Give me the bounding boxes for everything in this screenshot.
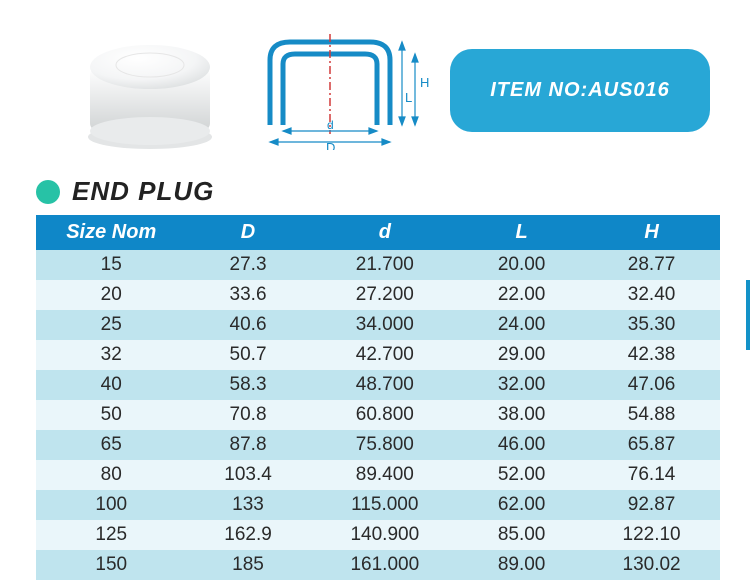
table-header-cell: d [310,215,460,250]
table-cell: 122.10 [583,520,720,550]
table-cell: 70.8 [186,400,309,430]
table-cell: 27.200 [310,280,460,310]
table-cell: 42.38 [583,340,720,370]
table-row: 1527.321.70020.0028.77 [36,250,720,280]
diagram-label-D: D [326,140,335,150]
diagram-label-L: L [405,90,412,105]
table-cell: 35.30 [583,310,720,340]
diagram-svg: H L d D [255,30,435,150]
table-cell: 27.3 [186,250,309,280]
table-cell: 28.77 [583,250,720,280]
table-row: 6587.875.80046.0065.87 [36,430,720,460]
table-cell: 80 [36,460,186,490]
table-body: 1527.321.70020.0028.772033.627.20022.003… [36,250,720,580]
table-row: 3250.742.70029.0042.38 [36,340,720,370]
diagram-label-H: H [420,75,429,90]
table-cell: 20.00 [460,250,583,280]
section-title: END PLUG [72,176,214,207]
table-cell: 46.00 [460,430,583,460]
table-row: 5070.860.80038.0054.88 [36,400,720,430]
table-cell: 133 [186,490,309,520]
table-header-cell: L [460,215,583,250]
table-cell: 140.900 [310,520,460,550]
table-cell: 161.000 [310,550,460,580]
table-row: 100133115.00062.0092.87 [36,490,720,520]
table-row: 150185161.00089.00130.02 [36,550,720,580]
product-photo [60,25,240,155]
table-cell: 50.7 [186,340,309,370]
end-plug-photo-svg [65,25,235,155]
table-cell: 89.400 [310,460,460,490]
table-cell: 185 [186,550,309,580]
table-cell: 150 [36,550,186,580]
table-cell: 40.6 [186,310,309,340]
table-cell: 32.40 [583,280,720,310]
spec-table: Size NomDdLH 1527.321.70020.0028.772033.… [36,215,720,580]
table-cell: 33.6 [186,280,309,310]
table-row: 125162.9140.90085.00122.10 [36,520,720,550]
table-cell: 58.3 [186,370,309,400]
table-header-cell: H [583,215,720,250]
table-cell: 32 [36,340,186,370]
table-cell: 103.4 [186,460,309,490]
table-row: 80103.489.40052.0076.14 [36,460,720,490]
table-header-cell: Size Nom [36,215,186,250]
top-row: H L d D ITEM NO:AUS016 [0,0,750,170]
table-cell: 54.88 [583,400,720,430]
table-cell: 22.00 [460,280,583,310]
table-cell: 62.00 [460,490,583,520]
table-cell: 85.00 [460,520,583,550]
table-wrap: Size NomDdLH 1527.321.70020.0028.772033.… [0,215,750,580]
table-cell: 38.00 [460,400,583,430]
technical-diagram: H L d D [255,30,435,150]
table-cell: 21.700 [310,250,460,280]
table-cell: 50 [36,400,186,430]
table-cell: 75.800 [310,430,460,460]
table-cell: 87.8 [186,430,309,460]
table-cell: 100 [36,490,186,520]
table-cell: 76.14 [583,460,720,490]
table-cell: 65.87 [583,430,720,460]
table-cell: 15 [36,250,186,280]
table-cell: 125 [36,520,186,550]
table-header-row: Size NomDdLH [36,215,720,250]
table-cell: 48.700 [310,370,460,400]
bullet-icon [36,180,60,204]
table-cell: 42.700 [310,340,460,370]
table-cell: 25 [36,310,186,340]
table-cell: 34.000 [310,310,460,340]
side-accent-bar [746,280,750,350]
table-cell: 65 [36,430,186,460]
table-row: 2033.627.20022.0032.40 [36,280,720,310]
table-cell: 20 [36,280,186,310]
title-row: END PLUG [0,170,750,215]
table-cell: 115.000 [310,490,460,520]
table-cell: 162.9 [186,520,309,550]
table-cell: 52.00 [460,460,583,490]
table-cell: 24.00 [460,310,583,340]
table-cell: 32.00 [460,370,583,400]
item-number-badge: ITEM NO:AUS016 [450,49,710,132]
table-header-cell: D [186,215,309,250]
diagram-label-d: d [327,118,334,132]
table-cell: 29.00 [460,340,583,370]
table-cell: 130.02 [583,550,720,580]
table-cell: 47.06 [583,370,720,400]
table-cell: 89.00 [460,550,583,580]
table-cell: 92.87 [583,490,720,520]
table-row: 2540.634.00024.0035.30 [36,310,720,340]
table-row: 4058.348.70032.0047.06 [36,370,720,400]
table-cell: 60.800 [310,400,460,430]
table-cell: 40 [36,370,186,400]
